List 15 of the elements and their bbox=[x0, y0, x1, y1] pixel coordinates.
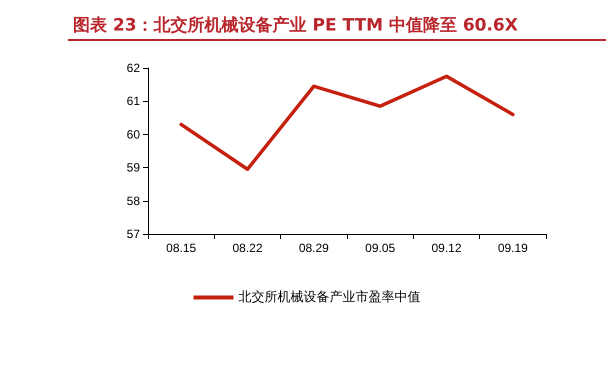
y-tick-label: 59 bbox=[126, 160, 140, 175]
chart-title: 图表 23：北交所机械设备产业 PE TTM 中值降至 60.6X bbox=[73, 16, 518, 36]
legend-label: 北交所机械设备产业市盈率中值 bbox=[238, 289, 420, 305]
y-tick-label: 61 bbox=[126, 94, 140, 108]
x-tick-label: 09.19 bbox=[498, 241, 528, 255]
line-series bbox=[179, 74, 515, 172]
x-tick-label: 08.29 bbox=[298, 241, 330, 255]
x-tick-label: 08.15 bbox=[166, 241, 197, 255]
x-tick-label: 09.05 bbox=[365, 241, 396, 255]
x-tick-label: 09.12 bbox=[431, 241, 462, 255]
y-tick-label: 60 bbox=[126, 127, 140, 142]
y-tick-label: 62 bbox=[126, 61, 140, 75]
y-tick-label: 57 bbox=[126, 227, 140, 241]
y-tick-label: 58 bbox=[126, 194, 140, 208]
x-tick-label: 08.22 bbox=[232, 241, 263, 255]
